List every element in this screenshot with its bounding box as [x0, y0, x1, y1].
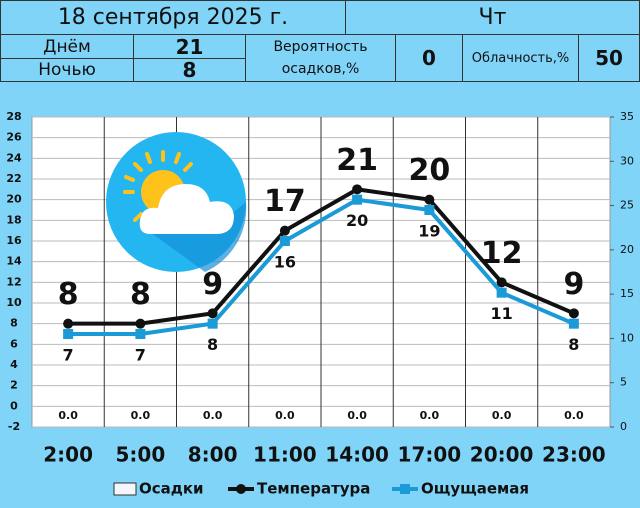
marker: [496, 287, 507, 298]
y-tick-label: 14: [6, 255, 22, 268]
marker: [496, 277, 507, 288]
weather-icon: [106, 132, 247, 272]
value-label: 19: [418, 222, 440, 241]
value-label: 20: [409, 153, 451, 188]
precip-label: 0.0: [564, 409, 584, 422]
y2-tick-label: 15: [620, 287, 634, 300]
x-tick-label: 17:00: [398, 443, 462, 467]
legend-swatch: [113, 482, 137, 496]
y-tick-label: 28: [6, 110, 21, 123]
value-label: 20: [346, 211, 368, 230]
x-tick-label: 23:00: [542, 443, 606, 467]
marker: [568, 308, 579, 319]
precip-label: Вероятность осадков,%: [245, 34, 396, 82]
x-tick-label: 11:00: [253, 443, 317, 467]
y-tick-label: 10: [6, 296, 22, 309]
marker: [63, 329, 74, 339]
x-tick-label: 8:00: [188, 443, 238, 467]
value-label: 16: [274, 253, 296, 272]
y-tick-label: 26: [6, 131, 22, 144]
y-tick-label: 0: [10, 399, 18, 412]
y-tick-label: 2: [10, 379, 18, 392]
precip-label: 0.0: [203, 409, 223, 422]
x-tick-label: 5:00: [116, 443, 166, 467]
value-label: 9: [202, 267, 223, 302]
precip-label: 0.0: [347, 409, 367, 422]
marker: [63, 318, 74, 329]
y-tick-label: 4: [10, 358, 18, 371]
marker: [568, 318, 579, 329]
y2-tick-label: 35: [620, 110, 634, 123]
legend-label: Температура: [257, 480, 370, 498]
value-label: 8: [568, 335, 579, 354]
y-tick-label: 18: [6, 213, 21, 226]
header: 18 сентября 2025 г. Чт Днём Ночью 21 8 В…: [0, 0, 640, 82]
y-tick-label: -2: [8, 420, 20, 433]
y-tick-label: 16: [6, 234, 22, 247]
y2-tick-label: 20: [620, 243, 634, 256]
y2-tick-label: 5: [620, 376, 627, 389]
marker: [207, 308, 218, 319]
y-tick-label: 22: [6, 172, 21, 185]
y-tick-label: 20: [6, 193, 22, 206]
precip-label: 0.0: [131, 409, 151, 422]
precip-label: 0.0: [420, 409, 440, 422]
x-tick-label: 2:00: [43, 443, 93, 467]
value-label: 7: [135, 346, 146, 365]
series-line: [68, 187, 575, 326]
legend-marker: [400, 484, 410, 494]
marker: [424, 194, 435, 205]
legend-label: Осадки: [139, 480, 204, 498]
y-tick-label: 8: [10, 317, 18, 330]
marker: [352, 184, 363, 195]
y-tick-label: 24: [6, 151, 22, 164]
precip-label: 0.0: [275, 409, 295, 422]
y2-tick-label: 10: [620, 331, 634, 344]
legend-label: Ощущаемая: [421, 480, 529, 498]
value-label: 7: [63, 346, 74, 365]
value-label: 8: [207, 335, 218, 354]
series-line: [68, 197, 575, 336]
marker: [352, 194, 363, 205]
value-label: 11: [490, 304, 512, 323]
marker: [279, 225, 290, 236]
marker: [135, 329, 146, 339]
y2-tick-label: 25: [620, 199, 634, 212]
y2-tick-label: 0: [620, 420, 627, 433]
x-tick-label: 14:00: [325, 443, 389, 467]
value-label: 17: [264, 184, 306, 219]
value-label: 9: [563, 267, 584, 302]
value-label: 21: [336, 143, 378, 178]
marker: [135, 318, 146, 329]
x-tick-label: 20:00: [470, 443, 534, 467]
marker: [424, 205, 435, 215]
marker: [207, 318, 218, 329]
y-tick-label: 12: [6, 275, 21, 288]
legend-marker: [236, 484, 246, 494]
y2-tick-label: 30: [620, 154, 634, 167]
marker: [279, 236, 290, 246]
y-tick-label: 6: [10, 337, 18, 350]
value-label: 8: [130, 277, 151, 312]
precip-label: 0.0: [492, 409, 512, 422]
value-label: 12: [481, 236, 523, 271]
value-label: 8: [58, 277, 79, 312]
precip-label: 0.0: [58, 409, 78, 422]
